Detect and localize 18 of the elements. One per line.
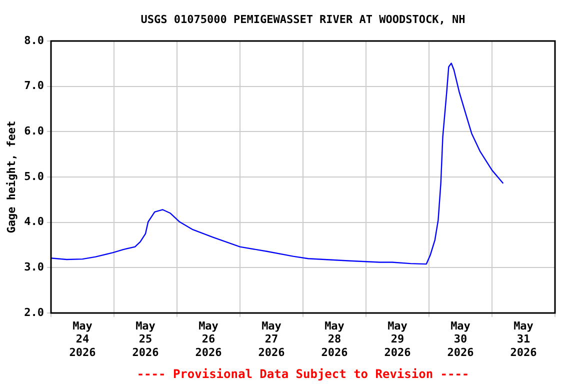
y-tick-label: 4.0 <box>24 215 44 228</box>
x-tick-label: May 30 2026 <box>447 319 474 359</box>
x-tick-label: May 25 2026 <box>132 319 160 359</box>
x-tick-label: May 24 2026 <box>69 319 96 359</box>
y-tick-label: 2.0 <box>24 306 44 319</box>
x-tick-label: May 27 2026 <box>258 319 286 359</box>
y-tick-label: 3.0 <box>24 260 44 274</box>
y-tick-label: 8.0 <box>24 34 44 47</box>
x-tick-label: May 29 2026 <box>384 319 412 359</box>
text: ---- Provisional Data Subject to Revision ---- <box>136 367 470 382</box>
chart-title: USGS 01075000 PEMIGEWASSET RIVER AT WOODSTOCK, NH <box>140 12 466 26</box>
y-axis-title: Gage height, feet <box>4 120 18 234</box>
x-tick-label: May 26 2026 <box>195 319 222 359</box>
x-tick-label: May 31 2026 <box>510 319 538 359</box>
x-tick-label: May 28 2026 <box>321 319 348 359</box>
y-tick-label: 6.0 <box>24 124 44 138</box>
y-tick-label: 5.0 <box>24 170 44 183</box>
y-tick-label: 7.0 <box>24 79 44 92</box>
